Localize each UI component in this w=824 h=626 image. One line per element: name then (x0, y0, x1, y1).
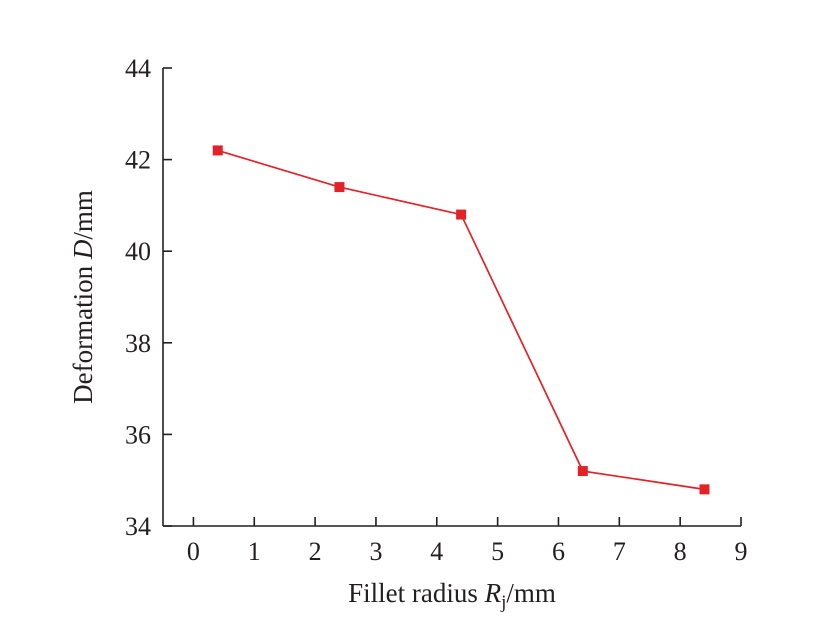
x-tick-label: 8 (674, 537, 687, 566)
y-tick-label: 36 (125, 420, 151, 449)
axes (162, 68, 741, 527)
data-point (456, 209, 467, 220)
data-point (699, 484, 710, 495)
x-tick-label: 7 (613, 537, 626, 566)
data-point (334, 182, 345, 193)
y-tick-label: 34 (125, 512, 151, 541)
y-ticks: 34 36 38 40 42 44 (125, 54, 172, 541)
x-tick-label: 9 (735, 537, 748, 566)
x-tick-label: 1 (248, 537, 261, 566)
data-point (577, 466, 588, 477)
y-tick-label: 38 (125, 329, 151, 358)
x-ticks: 0 1 2 3 4 5 6 7 8 9 (187, 517, 748, 566)
x-tick-label: 0 (187, 537, 200, 566)
x-tick-label: 2 (309, 537, 322, 566)
x-axis-title-prefix: Fillet radius (348, 578, 485, 608)
data-point (212, 145, 223, 156)
y-tick-label: 40 (125, 237, 151, 266)
y-axis-title: Deformation D/mm (68, 190, 98, 404)
x-tick-label: 4 (430, 537, 443, 566)
x-axis-title-sub: j (500, 592, 506, 613)
x-axis-title: Fillet radius Rj/mm (348, 578, 556, 613)
y-tick-label: 44 (125, 54, 151, 83)
y-tick-label: 42 (125, 146, 151, 175)
x-axis-title-var: R (484, 578, 502, 608)
y-axis-title-var: D (68, 239, 98, 260)
y-axis-title-prefix: Deformation (68, 259, 98, 404)
series-layer (212, 145, 710, 495)
x-tick-label: 6 (552, 537, 565, 566)
x-tick-label: 5 (491, 537, 504, 566)
y-axis-title-unit: /mm (68, 190, 98, 240)
x-tick-label: 3 (369, 537, 382, 566)
series-line (217, 149, 705, 491)
x-axis-title-unit: /mm (506, 578, 556, 608)
